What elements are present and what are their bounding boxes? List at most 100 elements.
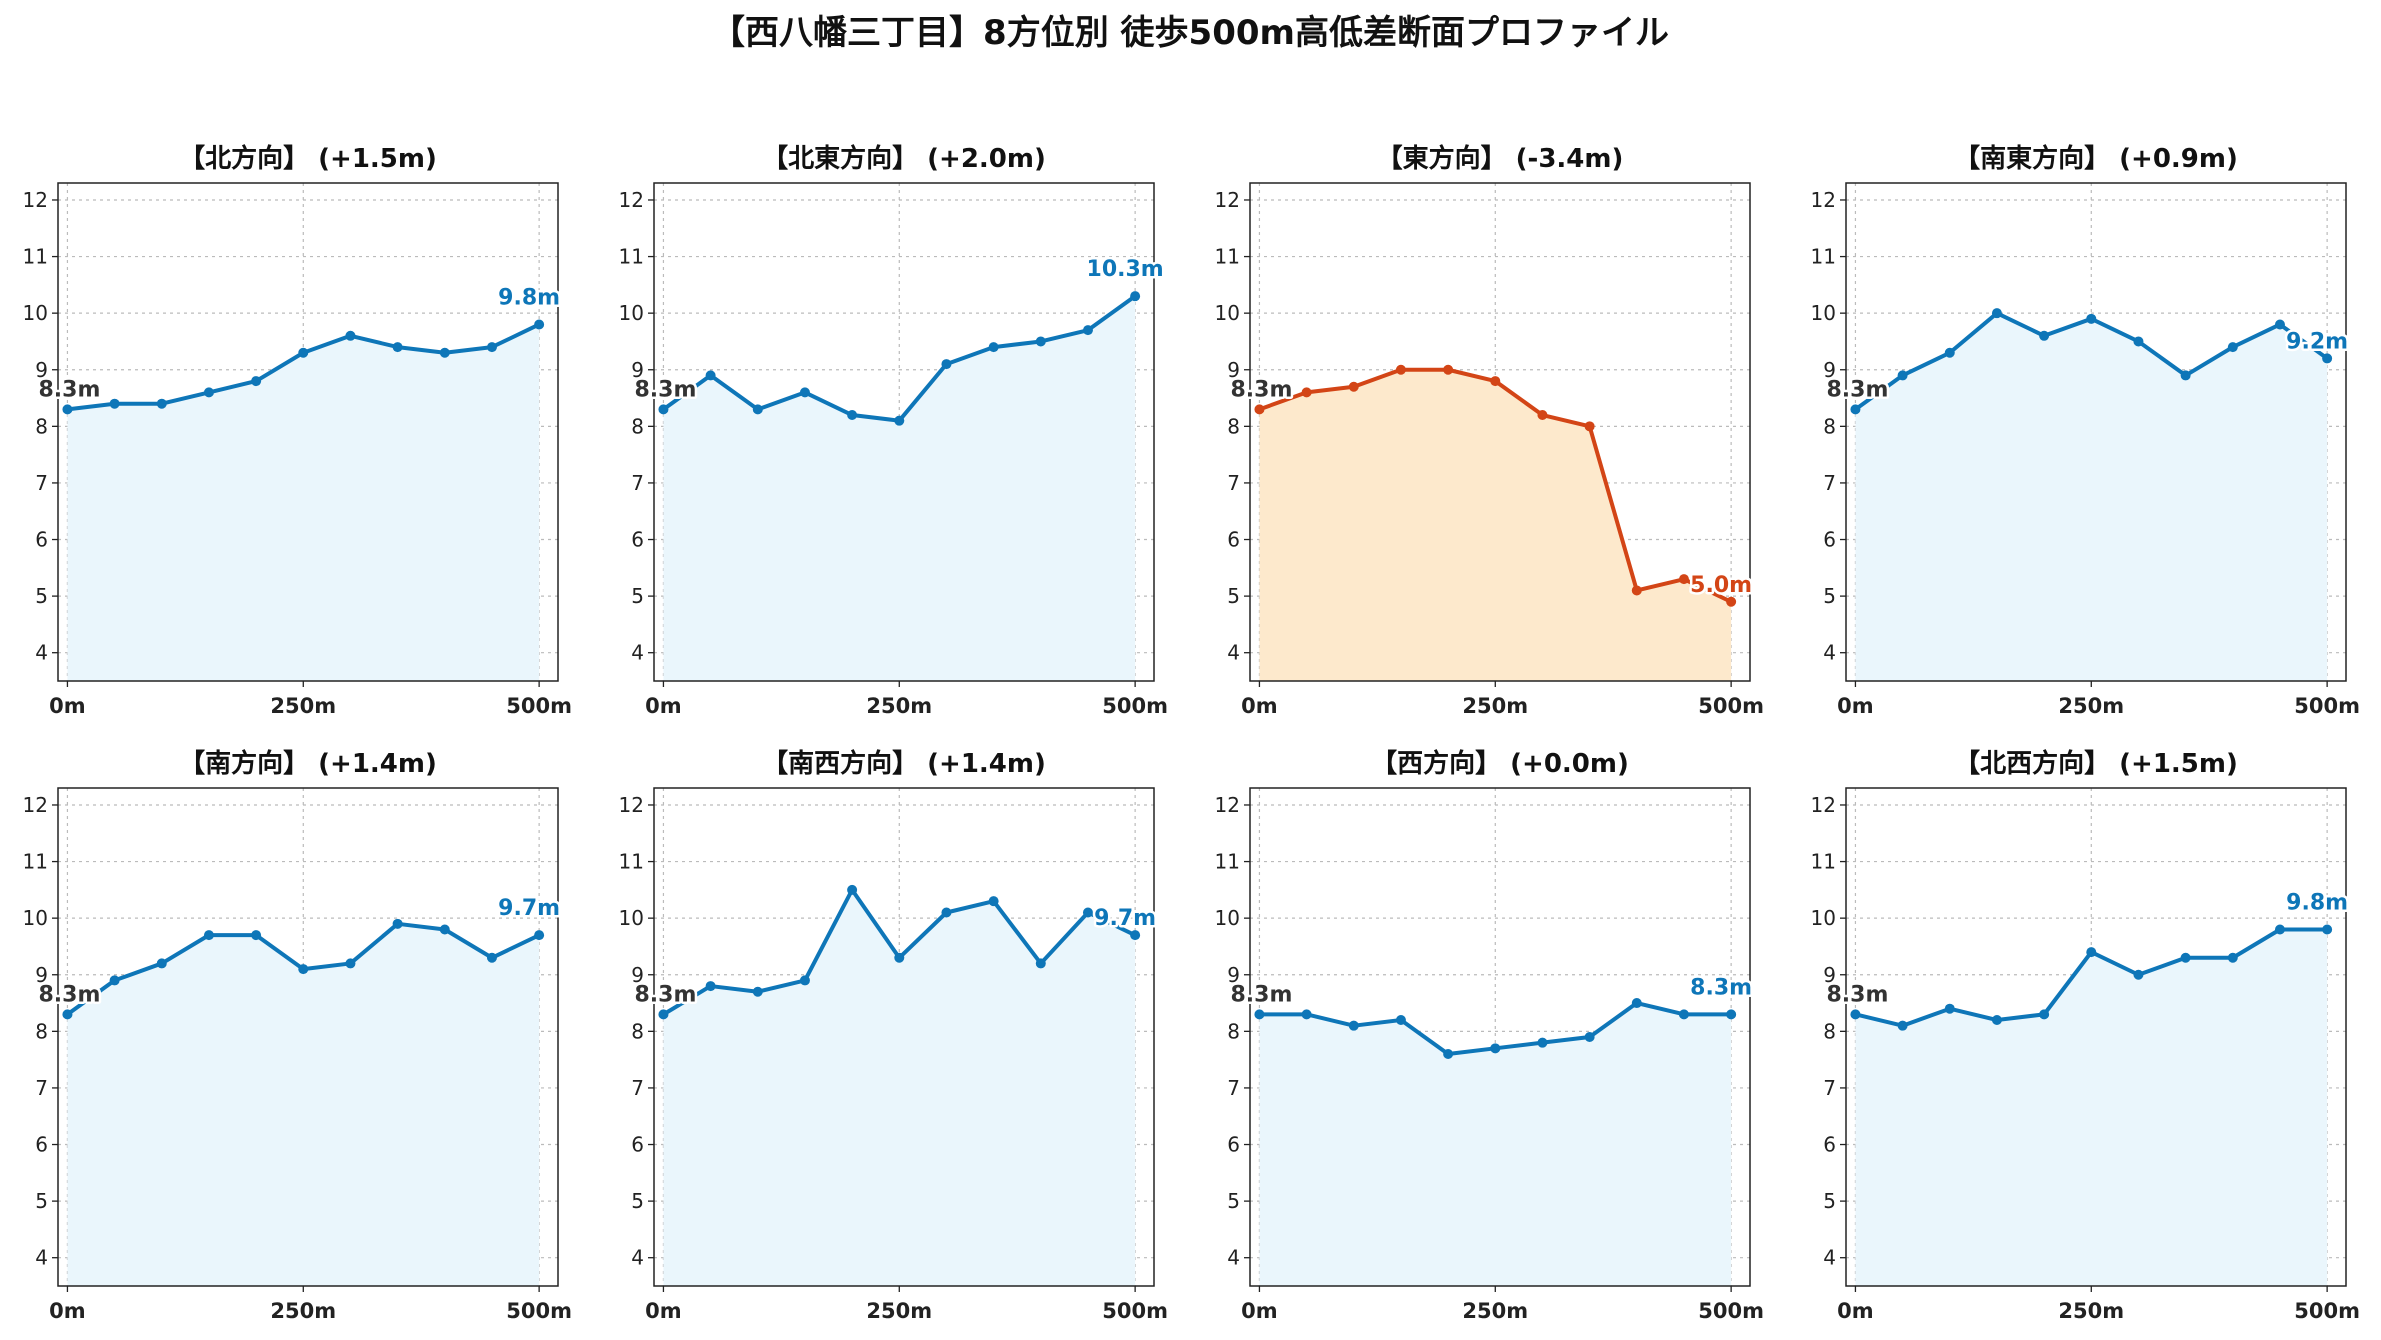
x-tick-label: 0m bbox=[49, 1299, 86, 1323]
y-tick-label: 12 bbox=[1811, 793, 1836, 817]
y-tick-label: 8 bbox=[1823, 414, 1836, 438]
start-elevation-label: 8.3m bbox=[634, 377, 696, 402]
axes-frame bbox=[1845, 182, 2347, 682]
y-tick-label: 5 bbox=[631, 584, 644, 608]
x-tick-label: 250m bbox=[2058, 694, 2124, 718]
panel-title: 【北東方向】 (+2.0m) bbox=[762, 143, 1046, 174]
data-point bbox=[109, 975, 120, 986]
data-point bbox=[1944, 347, 1955, 358]
data-point bbox=[1395, 1015, 1406, 1026]
y-tick-label: 4 bbox=[1823, 641, 1836, 665]
x-tick-label: 500m bbox=[1698, 694, 1764, 718]
data-point bbox=[894, 952, 905, 963]
data-point bbox=[1850, 1009, 1861, 1020]
y-tick-label: 8 bbox=[631, 414, 644, 438]
figure-title: 【西八幡三丁目】8方位別 徒歩500m高低差断面プロファイル bbox=[711, 13, 1669, 53]
axes-frame bbox=[653, 182, 1155, 682]
y-tick-label: 7 bbox=[1227, 1076, 1240, 1100]
y-tick-label: 9 bbox=[631, 963, 644, 987]
data-point bbox=[345, 330, 356, 341]
data-point bbox=[203, 387, 214, 398]
end-elevation-label: 9.7m bbox=[1094, 906, 1156, 931]
y-tick-label: 9 bbox=[35, 358, 48, 382]
data-point bbox=[1537, 410, 1548, 421]
data-point bbox=[752, 404, 763, 415]
data-point bbox=[2274, 924, 2285, 935]
start-elevation-label: 8.3m bbox=[38, 982, 100, 1007]
x-tick-label: 0m bbox=[1837, 694, 1874, 718]
x-tick-label: 250m bbox=[866, 1299, 932, 1323]
y-tick-label: 4 bbox=[1227, 1246, 1240, 1270]
data-point bbox=[486, 952, 497, 963]
y-tick-label: 10 bbox=[1811, 301, 1836, 325]
data-point bbox=[251, 376, 262, 387]
data-point bbox=[705, 370, 716, 381]
y-tick-label: 7 bbox=[631, 471, 644, 495]
axes-frame bbox=[57, 787, 559, 1287]
y-tick-label: 8 bbox=[35, 1019, 48, 1043]
y-tick-label: 11 bbox=[23, 850, 48, 874]
profile-panel-3: 【南東方向】 (+0.9m) 4 5 6 7 8 9 10 11 12 0m 250m 500m 8.3m… bbox=[1811, 143, 2360, 718]
y-tick-label: 10 bbox=[619, 301, 644, 325]
data-point bbox=[1130, 291, 1141, 302]
data-point bbox=[2039, 330, 2050, 341]
x-tick-label: 0m bbox=[645, 694, 682, 718]
end-elevation-label: 9.7m bbox=[498, 896, 560, 921]
data-point bbox=[439, 347, 450, 358]
profile-panel-2: 【東方向】 (-3.4m) 4 5 6 7 8 9 10 11 12 0m 250m 500m 8.3m 5… bbox=[1215, 143, 1764, 718]
y-tick-label: 7 bbox=[35, 1076, 48, 1100]
data-point bbox=[1035, 336, 1046, 347]
y-tick-label: 10 bbox=[1215, 301, 1240, 325]
x-tick-label: 500m bbox=[506, 694, 572, 718]
y-tick-label: 12 bbox=[1811, 188, 1836, 212]
data-point bbox=[345, 958, 356, 969]
y-tick-label: 11 bbox=[1215, 850, 1240, 874]
x-tick-label: 500m bbox=[2294, 694, 2360, 718]
data-point bbox=[2133, 336, 2144, 347]
x-tick-label: 250m bbox=[2058, 1299, 2124, 1323]
data-point bbox=[799, 387, 810, 398]
profile-panel-4: 【南方向】 (+1.4m) 4 5 6 7 8 9 10 11 12 0m 250m 500m 8.3m 9… bbox=[23, 748, 572, 1323]
data-point bbox=[1035, 958, 1046, 969]
y-tick-label: 6 bbox=[35, 1133, 48, 1157]
y-tick-label: 7 bbox=[631, 1076, 644, 1100]
x-tick-label: 500m bbox=[2294, 1299, 2360, 1323]
y-tick-label: 11 bbox=[619, 245, 644, 269]
data-point bbox=[1897, 370, 1908, 381]
data-point bbox=[2180, 370, 2191, 381]
data-point bbox=[1678, 1009, 1689, 1020]
y-tick-label: 6 bbox=[1823, 1133, 1836, 1157]
data-point bbox=[1631, 998, 1642, 1009]
data-point bbox=[2227, 952, 2238, 963]
x-tick-label: 250m bbox=[270, 694, 336, 718]
y-tick-label: 8 bbox=[1227, 414, 1240, 438]
x-tick-label: 250m bbox=[1462, 1299, 1528, 1323]
y-tick-label: 7 bbox=[1823, 1076, 1836, 1100]
y-tick-label: 8 bbox=[35, 414, 48, 438]
data-point bbox=[109, 398, 120, 409]
y-tick-label: 6 bbox=[1227, 1133, 1240, 1157]
y-tick-label: 12 bbox=[619, 188, 644, 212]
elevation-area bbox=[67, 923, 540, 1286]
data-point bbox=[1726, 596, 1737, 607]
data-point bbox=[439, 924, 450, 935]
y-tick-label: 9 bbox=[1823, 963, 1836, 987]
y-tick-label: 8 bbox=[1823, 1019, 1836, 1043]
elevation-area bbox=[663, 296, 1136, 681]
data-point bbox=[1395, 364, 1406, 375]
data-point bbox=[1991, 308, 2002, 319]
x-tick-label: 0m bbox=[1241, 1299, 1278, 1323]
elevation-area bbox=[1259, 1003, 1732, 1286]
y-tick-label: 4 bbox=[631, 641, 644, 665]
end-elevation-label: 9.2m bbox=[2286, 329, 2348, 354]
start-elevation-label: 8.3m bbox=[1230, 982, 1292, 1007]
data-point bbox=[2086, 947, 2097, 958]
data-point bbox=[1254, 404, 1265, 415]
x-tick-label: 500m bbox=[1102, 694, 1168, 718]
data-point bbox=[1991, 1015, 2002, 1026]
data-point bbox=[658, 404, 669, 415]
x-tick-label: 0m bbox=[1837, 1299, 1874, 1323]
data-point bbox=[251, 930, 262, 941]
y-tick-label: 10 bbox=[1215, 906, 1240, 930]
